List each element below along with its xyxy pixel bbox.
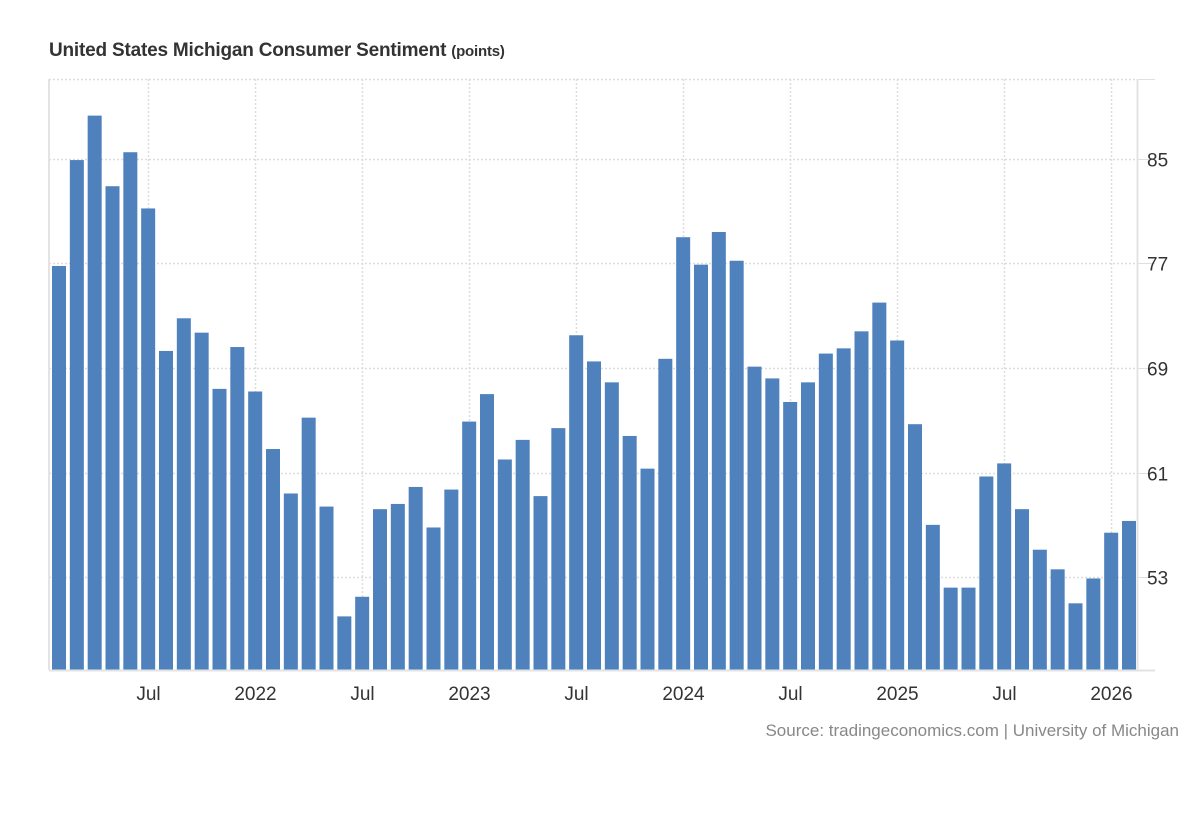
bar[interactable]: [676, 237, 691, 670]
bar[interactable]: [640, 468, 655, 670]
chart-title: United States Michigan Consumer Sentimen…: [49, 40, 505, 62]
bar[interactable]: [462, 421, 477, 670]
bar[interactable]: [979, 476, 994, 670]
y-axis-ticks: 53 61 69 77 85: [1137, 151, 1168, 590]
bar[interactable]: [1050, 569, 1065, 670]
bar[interactable]: [569, 335, 584, 670]
y-tick-label: 69: [1147, 360, 1168, 381]
bar[interactable]: [52, 265, 66, 670]
bar[interactable]: [515, 439, 530, 670]
bar[interactable]: [711, 231, 726, 671]
bar[interactable]: [1015, 509, 1029, 670]
chart-unit: (points): [451, 43, 505, 60]
x-axis-ticks: Jul 2022 Jul 2023 Jul 2024 Jul 2025 Jul 2026: [136, 684, 1132, 705]
bar[interactable]: [301, 417, 316, 670]
y-tick-label: 85: [1147, 151, 1168, 172]
bar[interactable]: [248, 391, 263, 671]
bar[interactable]: [747, 366, 762, 670]
bar[interactable]: [1104, 532, 1119, 670]
bar[interactable]: [426, 527, 441, 670]
bar[interactable]: [497, 459, 512, 670]
bar[interactable]: [854, 331, 869, 670]
bar[interactable]: [1068, 603, 1083, 670]
bar[interactable]: [783, 401, 798, 670]
bar[interactable]: [123, 152, 138, 671]
bar[interactable]: [1122, 520, 1136, 670]
y-tick-label: 53: [1147, 569, 1168, 590]
bar[interactable]: [587, 361, 601, 670]
bar[interactable]: [1086, 578, 1101, 670]
y-tick-label: 61: [1147, 465, 1168, 486]
bar[interactable]: [141, 208, 156, 670]
bar[interactable]: [694, 264, 708, 670]
x-tick-label: Jul: [778, 684, 802, 705]
bar[interactable]: [176, 318, 191, 670]
bar[interactable]: [105, 186, 120, 670]
bar[interactable]: [355, 596, 370, 670]
bar[interactable]: [337, 616, 352, 670]
bar[interactable]: [818, 353, 833, 670]
bar[interactable]: [890, 340, 905, 671]
bar[interactable]: [69, 160, 84, 670]
source-attribution: Source: tradingeconomics.com | Universit…: [765, 721, 1179, 740]
bar[interactable]: [194, 332, 209, 670]
bar[interactable]: [390, 503, 405, 670]
bar[interactable]: [801, 382, 815, 670]
x-tick-label: 2023: [448, 684, 490, 705]
bar[interactable]: [658, 358, 673, 670]
x-tick-label: Jul: [136, 684, 160, 705]
axes: [48, 79, 1155, 672]
bar[interactable]: [159, 350, 173, 670]
bar[interactable]: [1032, 549, 1047, 670]
bar[interactable]: [729, 260, 744, 670]
bar[interactable]: [765, 378, 780, 670]
bar[interactable]: [319, 506, 334, 670]
bar[interactable]: [283, 493, 298, 670]
bar[interactable]: [622, 435, 637, 670]
x-tick-label: 2022: [234, 684, 276, 705]
bar[interactable]: [943, 587, 958, 670]
bar[interactable]: [444, 489, 459, 670]
bar[interactable]: [212, 388, 227, 670]
bar[interactable]: [480, 394, 494, 670]
y-tick-label: 77: [1147, 255, 1168, 276]
x-tick-label: Jul: [350, 684, 374, 705]
x-tick-label: Jul: [564, 684, 588, 705]
bars: [52, 115, 1136, 671]
bar[interactable]: [836, 348, 851, 670]
bar[interactable]: [551, 428, 566, 670]
bar[interactable]: [266, 449, 280, 670]
bar[interactable]: [408, 486, 423, 670]
bar[interactable]: [230, 347, 245, 670]
x-tick-label: 2024: [662, 684, 705, 705]
bar[interactable]: [604, 382, 619, 670]
bar[interactable]: [373, 509, 387, 670]
chart-title-text: United States Michigan Consumer Sentimen…: [49, 40, 447, 61]
bar[interactable]: [872, 302, 887, 670]
bar[interactable]: [87, 115, 102, 671]
x-tick-label: Jul: [992, 684, 1016, 705]
bar[interactable]: [925, 524, 940, 670]
x-tick-label: 2025: [876, 684, 918, 705]
bar[interactable]: [997, 463, 1012, 670]
bar[interactable]: [961, 587, 976, 670]
bar[interactable]: [533, 496, 548, 670]
x-tick-label: 2026: [1090, 684, 1132, 705]
bar[interactable]: [908, 424, 922, 670]
